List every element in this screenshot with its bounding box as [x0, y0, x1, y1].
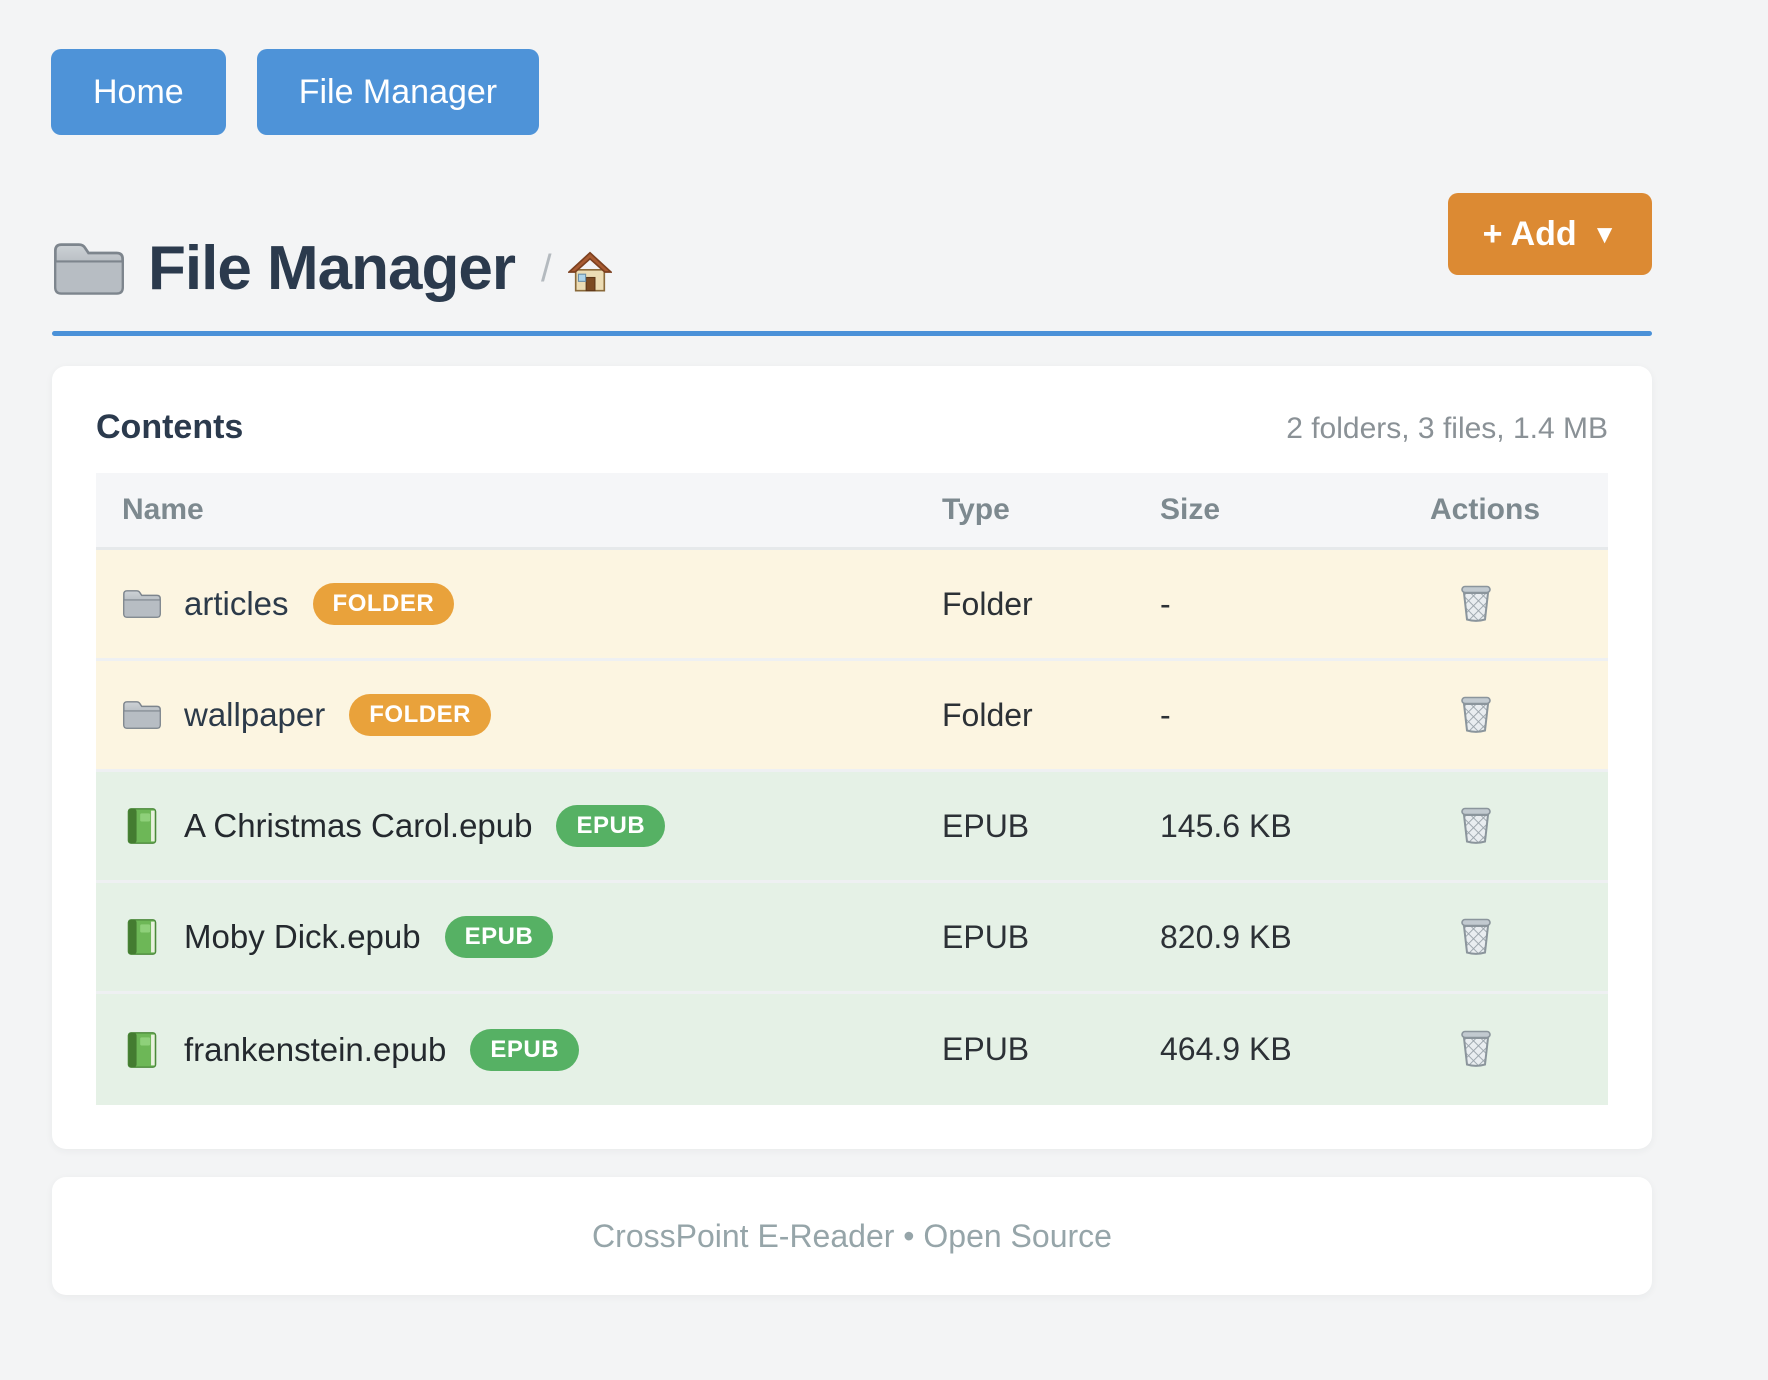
file-name[interactable]: Moby Dick.epub [184, 918, 421, 956]
table-header-row: Name Type Size Actions [96, 473, 1608, 551]
nav-button-file-manager[interactable]: File Manager [256, 49, 540, 135]
file-type: Folder [942, 696, 1033, 733]
file-name[interactable]: frankenstein.epub [184, 1030, 447, 1068]
home-icon[interactable] [568, 250, 612, 294]
table-row[interactable]: frankenstein.epub EPUB EPUB 464.9 KB [96, 994, 1608, 1106]
folder-icon [52, 238, 126, 300]
file-type: EPUB [942, 918, 1030, 955]
footer: CrossPoint E-Reader • Open Source [52, 1177, 1652, 1296]
file-size: 464.9 KB [1160, 1031, 1292, 1068]
add-button[interactable]: + Add ▼ [1448, 193, 1652, 275]
footer-text: CrossPoint E-Reader • Open Source [592, 1217, 1112, 1254]
breadcrumb-separator: / [541, 247, 552, 290]
file-size: 820.9 KB [1160, 918, 1292, 955]
file-type: Folder [942, 585, 1033, 622]
column-header-name: Name [122, 493, 204, 527]
epub-badge: EPUB [444, 916, 554, 959]
folder-badge: FOLDER [349, 694, 491, 737]
page-title: File Manager [148, 234, 516, 303]
contents-card-head: Contents 2 folders, 3 files, 1.4 MB [96, 408, 1608, 447]
table-row[interactable]: Moby Dick.epub EPUB EPUB 820.9 KB [96, 883, 1608, 995]
contents-summary: 2 folders, 3 files, 1.4 MB [1286, 412, 1608, 446]
delete-button[interactable] [1458, 803, 1494, 845]
file-type: EPUB [942, 1031, 1030, 1068]
trash-icon [1458, 581, 1494, 623]
table-row[interactable]: wallpaper FOLDER Folder - [96, 661, 1608, 773]
book-icon [122, 918, 162, 956]
caret-down-icon: ▼ [1591, 218, 1618, 249]
column-header-size: Size [1160, 493, 1221, 527]
table-row[interactable]: articles FOLDER Folder - [96, 550, 1608, 662]
table-row[interactable]: A Christmas Carol.epub EPUB EPUB 145.6 K… [96, 772, 1608, 884]
title-wrap: File Manager / [52, 234, 612, 303]
delete-button[interactable] [1458, 581, 1494, 623]
file-name[interactable]: wallpaper [184, 696, 326, 734]
column-header-type: Type [942, 493, 1010, 527]
trash-icon [1458, 803, 1494, 845]
folder-icon [122, 585, 162, 623]
contents-card: Contents 2 folders, 3 files, 1.4 MB Name… [52, 366, 1652, 1150]
file-table: Name Type Size Actions articles FOLDER F… [96, 473, 1608, 1106]
page-header: File Manager / + Add ▼ [52, 193, 1652, 303]
trash-icon [1458, 1026, 1494, 1068]
delete-button[interactable] [1458, 692, 1494, 734]
add-button-label: + Add [1482, 214, 1577, 253]
folder-icon [122, 696, 162, 734]
trash-icon [1458, 692, 1494, 734]
folder-badge: FOLDER [312, 583, 455, 626]
file-size: - [1160, 696, 1171, 733]
delete-button[interactable] [1458, 914, 1494, 956]
book-icon [122, 1031, 162, 1069]
epub-badge: EPUB [556, 805, 666, 848]
file-type: EPUB [942, 807, 1030, 844]
column-header-actions: Actions [1430, 493, 1541, 527]
epub-badge: EPUB [470, 1028, 580, 1071]
header-divider [52, 331, 1652, 337]
file-size: - [1160, 585, 1171, 622]
top-nav: Home File Manager [0, 0, 1768, 135]
delete-button[interactable] [1458, 1026, 1494, 1068]
nav-button-home[interactable]: Home [51, 49, 226, 135]
file-size: 145.6 KB [1160, 807, 1292, 844]
book-icon [122, 807, 162, 845]
file-name[interactable]: A Christmas Carol.epub [184, 807, 533, 845]
contents-heading: Contents [96, 408, 244, 447]
file-name[interactable]: articles [184, 585, 289, 623]
trash-icon [1458, 914, 1494, 956]
